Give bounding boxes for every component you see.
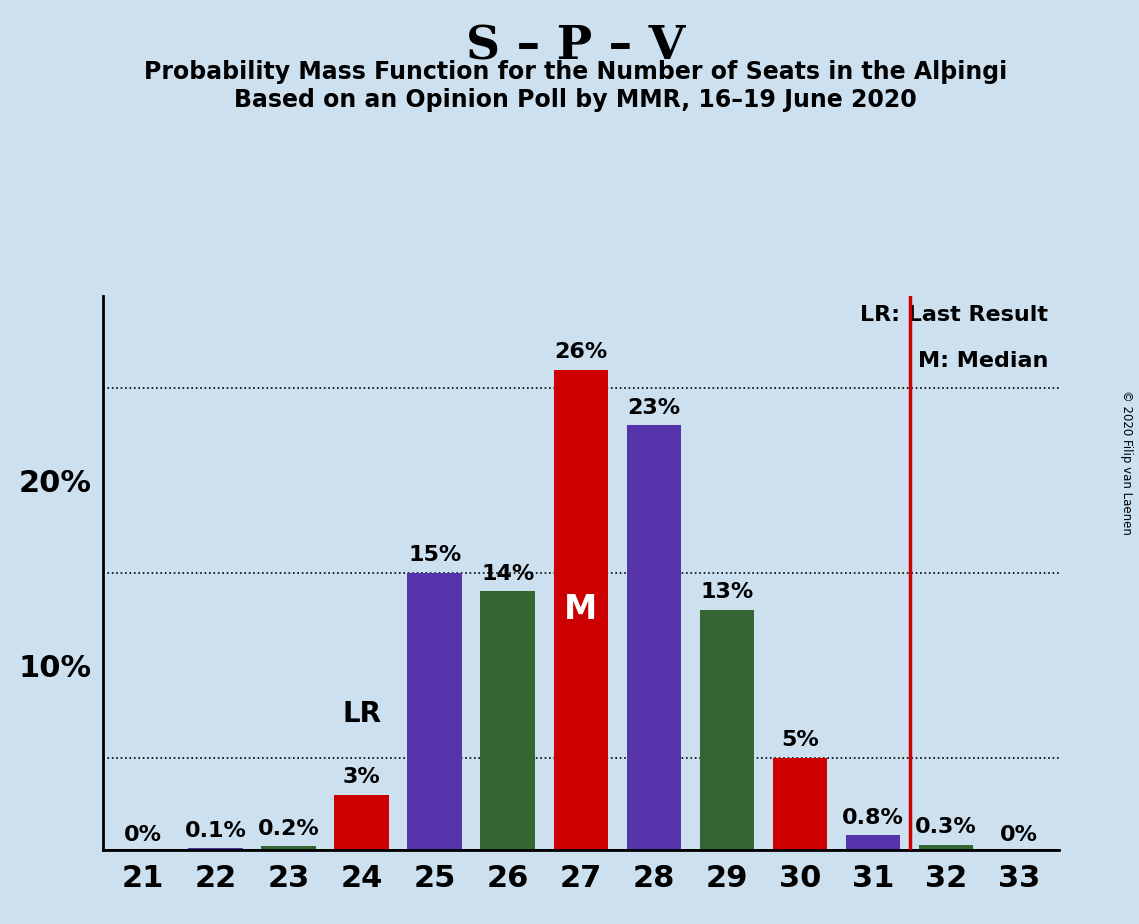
Bar	[481, 591, 535, 850]
Text: M: M	[564, 593, 598, 626]
Text: LR: LR	[343, 700, 382, 728]
Bar	[261, 846, 317, 850]
Text: 23%: 23%	[628, 397, 680, 418]
Text: M: Median: M: Median	[918, 351, 1048, 371]
Bar	[188, 848, 243, 850]
Text: 5%: 5%	[781, 730, 819, 750]
Text: 0.2%: 0.2%	[257, 819, 320, 839]
Text: 26%: 26%	[555, 342, 607, 362]
Text: Probability Mass Function for the Number of Seats in the Alþingi: Probability Mass Function for the Number…	[144, 60, 1007, 84]
Text: 0%: 0%	[124, 824, 162, 845]
Text: 15%: 15%	[408, 545, 461, 565]
Text: 0.1%: 0.1%	[185, 821, 247, 841]
Bar	[335, 795, 390, 850]
Bar	[772, 758, 827, 850]
Bar	[408, 573, 462, 850]
Text: © 2020 Filip van Laenen: © 2020 Filip van Laenen	[1121, 390, 1133, 534]
Text: LR: Last Result: LR: Last Result	[860, 305, 1048, 325]
Text: 0%: 0%	[1000, 824, 1038, 845]
Bar	[626, 425, 681, 850]
Text: 3%: 3%	[343, 767, 380, 787]
Bar	[845, 835, 901, 850]
Bar	[554, 370, 608, 850]
Text: 14%: 14%	[482, 564, 534, 584]
Bar	[919, 845, 974, 850]
Text: 13%: 13%	[700, 582, 754, 602]
Text: 0.3%: 0.3%	[916, 817, 977, 837]
Text: Based on an Opinion Poll by MMR, 16–19 June 2020: Based on an Opinion Poll by MMR, 16–19 J…	[233, 88, 917, 112]
Bar	[699, 610, 754, 850]
Text: 0.8%: 0.8%	[842, 808, 904, 828]
Text: S – P – V: S – P – V	[466, 23, 685, 69]
